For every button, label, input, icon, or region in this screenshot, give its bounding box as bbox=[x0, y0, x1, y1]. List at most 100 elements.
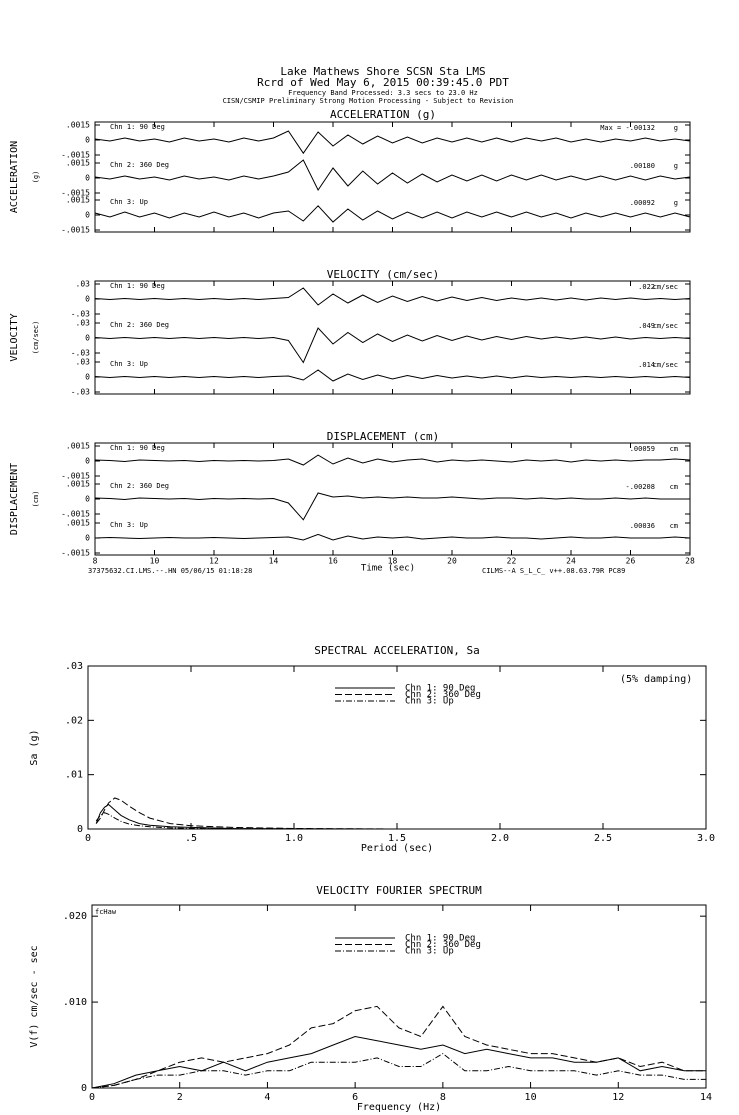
x-axis-label: Time (sec) bbox=[361, 564, 415, 574]
y-axis-label: ACCELERATION bbox=[9, 141, 20, 213]
peak-unit: cm/sec bbox=[653, 283, 678, 291]
y-tick-label: -.03 bbox=[71, 310, 90, 319]
legend-label: Chn 1: 90 Deg bbox=[405, 684, 475, 694]
series-line bbox=[91, 1052, 706, 1089]
x-tick-label: 20 bbox=[447, 557, 457, 566]
header-line: Lake Mathews Shore SCSN Sta LMS bbox=[280, 65, 485, 78]
plot-frame bbox=[91, 904, 707, 1089]
y-tick-label: 0 bbox=[85, 334, 90, 343]
y-tick-label: 0 bbox=[77, 824, 83, 835]
x-tick-label: 18 bbox=[388, 557, 398, 566]
footer-left: 37375632.CI.LMS.--.HN 05/06/15 01:18:28 bbox=[88, 567, 252, 575]
x-tick-label: 1.5 bbox=[388, 833, 406, 844]
panel-title: DISPLACEMENT (cm) bbox=[327, 430, 440, 443]
x-tick-label: 8 bbox=[440, 1092, 446, 1103]
channel-label: Chn 1: 90 Deg bbox=[110, 444, 165, 452]
peak-label: .00180 bbox=[630, 162, 655, 170]
trace bbox=[94, 287, 691, 306]
channel-label: Chn 1: 90 Deg bbox=[110, 123, 165, 131]
y-tick-label: .0015 bbox=[66, 159, 90, 168]
series-line bbox=[95, 812, 706, 830]
chart-title: VELOCITY FOURIER SPECTRUM bbox=[316, 884, 482, 897]
legend-label: Chn 2: 360 Deg bbox=[405, 690, 481, 700]
channel-label: Chn 2: 360 Deg bbox=[110, 321, 169, 329]
x-axis-label: Period (sec) bbox=[361, 843, 433, 854]
panel-title: ACCELERATION (g) bbox=[330, 108, 436, 121]
y-tick-label: .01 bbox=[65, 770, 83, 781]
x-tick-label: 8 bbox=[93, 557, 98, 566]
peak-unit: cm/sec bbox=[653, 361, 678, 369]
trace bbox=[94, 130, 691, 155]
x-tick-label: 10 bbox=[150, 557, 160, 566]
y-tick-label: 0 bbox=[85, 295, 90, 304]
y-tick-label: 0 bbox=[85, 457, 90, 466]
peak-label: -.00208 bbox=[625, 483, 655, 491]
channel-label: Chn 2: 360 Deg bbox=[110, 161, 169, 169]
x-axis-label: Frequency (Hz) bbox=[357, 1102, 441, 1113]
y-tick-label: .0015 bbox=[66, 480, 90, 489]
peak-unit: cm bbox=[670, 445, 678, 453]
y-tick-label: 0 bbox=[85, 534, 90, 543]
y-unit-label: (g) bbox=[32, 171, 40, 184]
x-tick-label: 0 bbox=[89, 1092, 95, 1103]
peak-label: .00059 bbox=[630, 445, 655, 453]
x-tick-label: 14 bbox=[269, 557, 279, 566]
y-tick-label: .0015 bbox=[66, 196, 90, 205]
series-line bbox=[95, 797, 706, 830]
y-tick-label: -.0015 bbox=[61, 151, 90, 160]
peak-label: .014 bbox=[638, 361, 655, 369]
x-tick-label: 22 bbox=[507, 557, 517, 566]
header-line: Frequency Band Processed: 3.3 secs to 23… bbox=[288, 89, 478, 97]
trace bbox=[94, 205, 691, 223]
y-unit-label: (cm) bbox=[32, 491, 40, 508]
panel-title: VELOCITY (cm/sec) bbox=[327, 268, 440, 281]
trace bbox=[94, 492, 690, 521]
x-tick-label: 3.0 bbox=[697, 833, 715, 844]
y-tick-label: .0015 bbox=[66, 519, 90, 528]
trace bbox=[94, 454, 691, 466]
y-tick-label: -.03 bbox=[71, 388, 90, 397]
trace bbox=[94, 369, 691, 382]
header-line: CISN/CSMIP Preliminary Strong Motion Pro… bbox=[223, 97, 514, 105]
x-tick-label: 0 bbox=[85, 833, 91, 844]
y-tick-label: .02 bbox=[65, 715, 83, 726]
y-tick-label: .020 bbox=[63, 911, 87, 922]
channel-label: Chn 3: Up bbox=[110, 198, 148, 206]
peak-label: .022 bbox=[638, 283, 655, 291]
plot-frame bbox=[87, 665, 707, 830]
x-tick-label: 12 bbox=[612, 1092, 624, 1103]
trace bbox=[94, 533, 691, 541]
annotation: (5% damping) bbox=[620, 674, 692, 685]
y-axis-label: Sa (g) bbox=[29, 729, 40, 765]
x-tick-label: 6 bbox=[352, 1092, 358, 1103]
header-line: Rcrd of Wed May 6, 2015 00:39:45.0 PDT bbox=[257, 76, 509, 89]
peak-unit: cm bbox=[670, 522, 678, 530]
peak-label: .00036 bbox=[630, 522, 655, 530]
x-tick-label: 4 bbox=[264, 1092, 270, 1103]
y-tick-label: 0 bbox=[81, 1083, 87, 1094]
peak-unit: cm/sec bbox=[653, 322, 678, 330]
footer-right: CILMS--A S_L_C_ v++.08.63.79R PC89 bbox=[482, 567, 625, 575]
legend-label: Chn 3: Up bbox=[405, 697, 454, 707]
y-tick-label: -.0015 bbox=[61, 226, 90, 235]
peak-unit: g bbox=[674, 124, 678, 132]
y-tick-label: .010 bbox=[63, 997, 87, 1008]
y-tick-label: 0 bbox=[85, 136, 90, 145]
y-tick-label: .03 bbox=[76, 358, 91, 367]
x-tick-label: 24 bbox=[566, 557, 576, 566]
y-axis-label: V(f) cm/sec - sec bbox=[29, 945, 40, 1047]
x-tick-label: 2.0 bbox=[491, 833, 509, 844]
legend-label: Chn 3: Up bbox=[405, 947, 454, 957]
x-tick-label: 12 bbox=[209, 557, 219, 566]
y-tick-label: 0 bbox=[85, 373, 90, 382]
y-axis-label: VELOCITY bbox=[9, 313, 20, 361]
trace bbox=[94, 327, 691, 364]
legend-label: Chn 2: 360 Deg bbox=[405, 940, 481, 950]
trace bbox=[94, 159, 691, 191]
legend-label: Chn 1: 90 Deg bbox=[405, 934, 475, 944]
y-tick-label: .0015 bbox=[66, 442, 90, 451]
x-tick-label: .5 bbox=[185, 833, 197, 844]
